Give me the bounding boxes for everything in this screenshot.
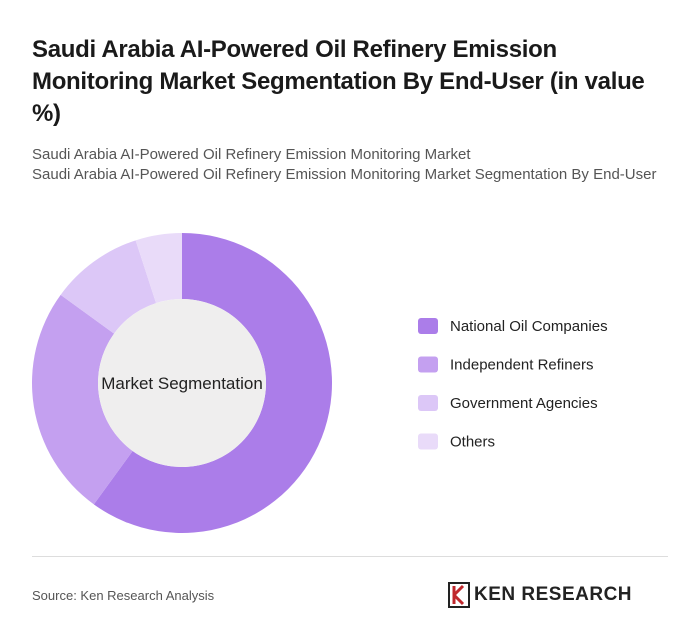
logo-text: KEN RESEARCH [474, 584, 633, 605]
logo: KEN RESEARCH [448, 582, 632, 608]
legend-label: National Oil Companies [450, 318, 608, 335]
center-label: Market Segmentation [101, 374, 263, 393]
chart-title: Saudi Arabia AI-Powered Oil Refinery Emi… [32, 36, 645, 127]
logo-icon [448, 582, 470, 608]
subtitle: Saudi Arabia AI-Powered Oil Refinery Emi… [32, 166, 657, 183]
legend-label: Independent Refiners [450, 357, 593, 374]
donut-center [98, 299, 266, 467]
divider [32, 556, 668, 557]
legend-swatch [418, 395, 438, 411]
source: Source: Ken Research Analysis [32, 588, 215, 603]
chart: Market Segmentation National Oil Companie… [32, 233, 608, 533]
legend-label: Government Agencies [450, 395, 598, 412]
legend-swatch [418, 356, 438, 373]
donut-segment [60, 240, 157, 334]
legend-swatch [418, 433, 438, 450]
legend-swatch [418, 318, 438, 334]
subtitle: Saudi Arabia AI-Powered Oil Refinery Emi… [32, 146, 471, 163]
legend-label: Others [450, 434, 495, 451]
donut-segment [93, 233, 332, 533]
donut-segment [32, 294, 133, 505]
donut-segment [135, 233, 182, 304]
